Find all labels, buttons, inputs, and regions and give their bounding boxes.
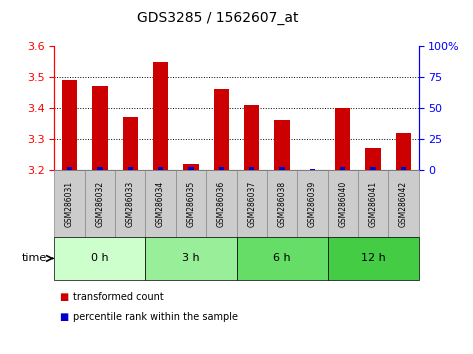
Text: 0 h: 0 h	[91, 253, 109, 263]
Bar	[310, 169, 315, 170]
Bar	[335, 108, 350, 170]
Text: 6 h: 6 h	[273, 253, 291, 263]
Text: GSM286042: GSM286042	[399, 181, 408, 227]
Text: 3 h: 3 h	[182, 253, 200, 263]
Text: GSM286040: GSM286040	[338, 181, 347, 227]
Text: GSM286038: GSM286038	[278, 181, 287, 227]
Text: GDS3285 / 1562607_at: GDS3285 / 1562607_at	[137, 11, 298, 25]
Text: ■: ■	[59, 292, 69, 302]
Bar	[401, 167, 406, 170]
Bar	[123, 117, 138, 170]
Bar	[128, 167, 133, 170]
Text: GSM286041: GSM286041	[368, 181, 377, 227]
Bar	[67, 167, 72, 170]
Bar	[62, 80, 77, 170]
Bar	[274, 120, 289, 170]
Text: ■: ■	[59, 312, 69, 322]
Bar	[340, 167, 345, 170]
Text: 12 h: 12 h	[361, 253, 385, 263]
Text: GSM286037: GSM286037	[247, 181, 256, 227]
Bar	[158, 167, 163, 170]
Bar	[188, 167, 194, 170]
Bar	[370, 167, 376, 170]
Bar	[92, 86, 107, 170]
Text: GSM286039: GSM286039	[308, 181, 317, 227]
Bar	[184, 164, 199, 170]
Text: GSM286032: GSM286032	[96, 181, 105, 227]
Text: GSM286033: GSM286033	[126, 181, 135, 227]
Bar	[396, 133, 411, 170]
Text: percentile rank within the sample: percentile rank within the sample	[73, 312, 238, 322]
Bar	[249, 167, 254, 170]
Text: GSM286036: GSM286036	[217, 181, 226, 227]
Text: GSM286034: GSM286034	[156, 181, 165, 227]
Bar	[97, 167, 103, 170]
Bar	[366, 148, 381, 170]
Bar	[244, 105, 259, 170]
Bar	[279, 167, 285, 170]
Bar	[153, 62, 168, 170]
Text: time: time	[22, 253, 47, 263]
Text: GSM286035: GSM286035	[186, 181, 195, 227]
Text: GSM286031: GSM286031	[65, 181, 74, 227]
Bar	[214, 89, 229, 170]
Text: transformed count: transformed count	[73, 292, 164, 302]
Bar	[219, 167, 224, 170]
